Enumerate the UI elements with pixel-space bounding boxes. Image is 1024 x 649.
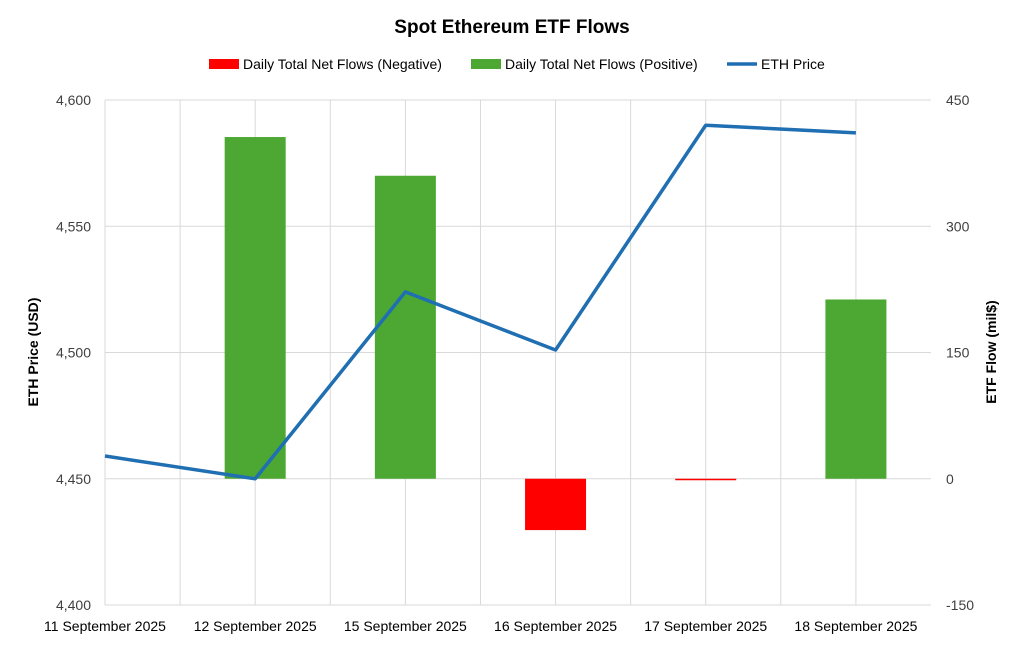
y-left-tick-label: 4,600 — [56, 92, 91, 108]
y-axis-right-label: ETF Flow (mil$) — [983, 300, 999, 403]
x-tick-label: 17 September 2025 — [644, 618, 767, 634]
y-right-tick-label: 150 — [946, 345, 970, 361]
legend-label: Daily Total Net Flows (Positive) — [505, 56, 698, 72]
legend-item: Daily Total Net Flows (Positive) — [471, 56, 698, 72]
x-tick-label: 11 September 2025 — [44, 618, 166, 634]
y-axis-left-label: ETH Price (USD) — [25, 298, 41, 407]
y-right-tick-label: 450 — [946, 92, 970, 108]
bar-positive — [825, 299, 887, 479]
bar-positive — [374, 175, 436, 479]
x-tick-label: 12 September 2025 — [194, 618, 317, 634]
bar-negative — [525, 478, 587, 531]
legend-item: ETH Price — [727, 56, 825, 72]
legend-item: Daily Total Net Flows (Negative) — [209, 56, 442, 72]
x-tick-label: 15 September 2025 — [344, 618, 467, 634]
bar-positive — [224, 137, 286, 479]
legend-swatch — [471, 59, 501, 69]
legend-label: Daily Total Net Flows (Negative) — [243, 56, 442, 72]
y-left-tick-label: 4,500 — [56, 345, 91, 361]
y-left-tick-label: 4,400 — [56, 597, 91, 613]
y-left-tick-label: 4,550 — [56, 218, 91, 234]
axes: 4,400 4,450 4,500 4,550 4,600 -150 0 150 300 450 1… — [44, 92, 974, 634]
y-right-tick-label: -150 — [946, 597, 974, 613]
bar-negative — [675, 478, 737, 481]
line-layer — [104, 123, 856, 481]
legend-swatch — [209, 59, 239, 69]
y-right-tick-label: 0 — [946, 471, 954, 487]
y-left-tick-label: 4,450 — [56, 471, 91, 487]
x-tick-label: 16 September 2025 — [494, 618, 617, 634]
legend: Daily Total Net Flows (Negative) Daily To… — [209, 56, 825, 72]
chart-title: Spot Ethereum ETF Flows — [394, 17, 629, 38]
y-right-tick-label: 300 — [946, 218, 970, 234]
x-tick-label: 18 September 2025 — [794, 618, 917, 634]
bars — [224, 137, 887, 531]
eth-price-line — [104, 123, 856, 481]
legend-label: ETH Price — [761, 56, 825, 72]
